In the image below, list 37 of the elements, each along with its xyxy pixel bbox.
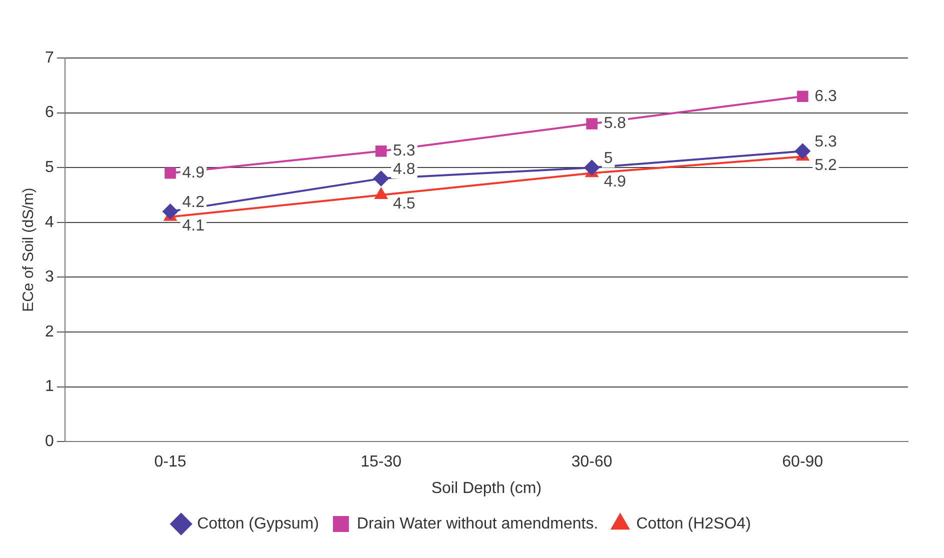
data-label: 4.9 [604, 173, 626, 190]
point [794, 143, 811, 160]
data-label: 4.8 [393, 160, 416, 178]
point [164, 167, 176, 179]
y-tick-label: 1 [44, 378, 54, 396]
data-label: 4.2 [182, 194, 205, 211]
point [373, 170, 390, 187]
data-label: 4.5 [393, 195, 416, 212]
data-label: 5.3 [393, 142, 416, 160]
y-tick-label: 0 [44, 433, 54, 450]
y-tick-label: 5 [44, 159, 54, 176]
x-tick-label: 15-30 [360, 454, 402, 471]
legend-label: Cotton (Gypsum) [197, 515, 319, 532]
y-axis-title: ECe of Soil (dS/m) [20, 188, 38, 312]
y-tick-label: 4 [44, 214, 54, 231]
x-tick-label: 30-60 [571, 454, 612, 471]
y-tick-label: 6 [44, 104, 54, 122]
point [586, 118, 598, 130]
y-tick-label: 2 [44, 323, 54, 340]
y-tick-label: 3 [44, 268, 54, 286]
point [796, 90, 808, 102]
x-tick-label: 60-90 [782, 454, 824, 471]
data-label: 5.2 [814, 157, 837, 174]
data-label: 6.3 [814, 88, 837, 105]
legend-label: Drain Water without amendments. [356, 515, 598, 532]
data-label: 5 [604, 150, 613, 168]
point [162, 203, 178, 220]
data-label: 4.9 [182, 164, 205, 182]
point [584, 160, 600, 176]
x-tick-label: 0-15 [154, 454, 186, 471]
data-label: 4.1 [182, 217, 205, 234]
data-label: 5.8 [604, 115, 626, 132]
legend-label: Cotton (H2SO4) [636, 515, 751, 532]
y-tick-label: 7 [44, 49, 54, 66]
point [375, 146, 387, 157]
data-label: 5.3 [814, 134, 837, 151]
x-axis-title: Soil Depth (cm) [431, 480, 542, 497]
